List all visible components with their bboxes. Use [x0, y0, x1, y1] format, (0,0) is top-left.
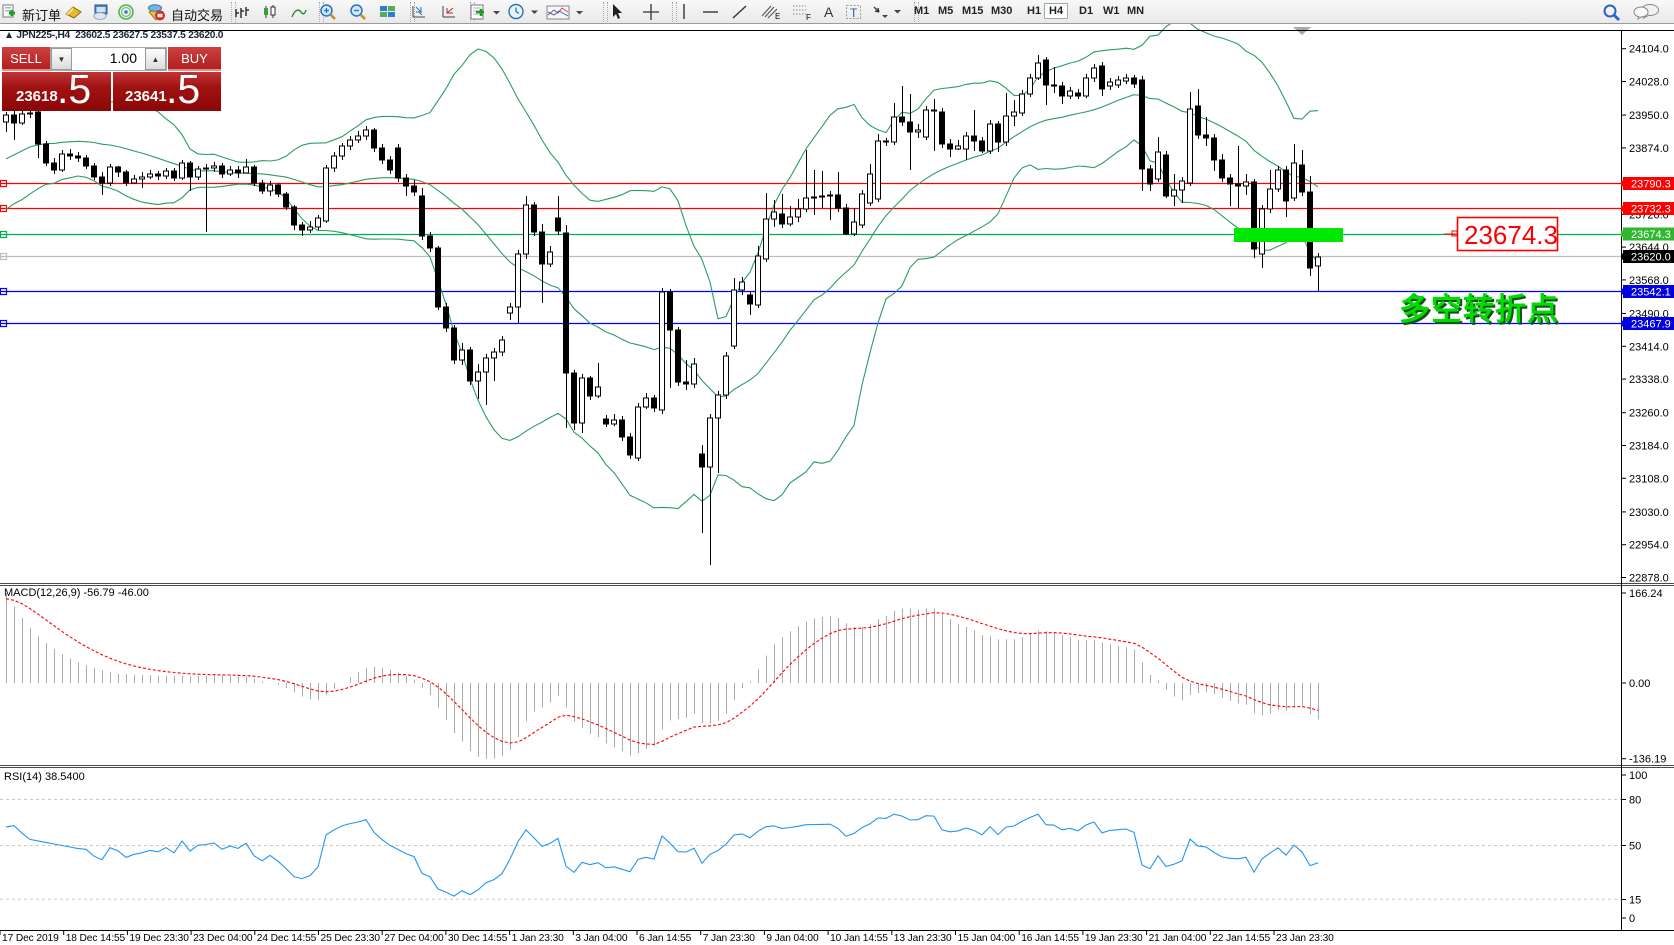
svg-text:多空转折点: 多空转折点 — [1401, 294, 1561, 329]
svg-text:23184.0: 23184.0 — [1629, 441, 1669, 453]
svg-text:23 Dec 04:00: 23 Dec 04:00 — [193, 933, 253, 944]
svg-text:27 Dec 04:00: 27 Dec 04:00 — [384, 933, 444, 944]
svg-text:21 Jan 04:00: 21 Jan 04:00 — [1149, 933, 1207, 944]
svg-text:-136.19: -136.19 — [1629, 754, 1666, 766]
svg-text:13 Jan 23:30: 13 Jan 23:30 — [894, 933, 952, 944]
svg-text:多空转折点: 多空转折点 — [1399, 292, 1559, 327]
svg-text:0: 0 — [1629, 913, 1635, 925]
svg-text:0.00: 0.00 — [1629, 678, 1650, 690]
svg-text:A: A — [824, 4, 834, 20]
svg-text:3 Jan 04:00: 3 Jan 04:00 — [575, 933, 628, 944]
svg-text:17 Dec 2019: 17 Dec 2019 — [2, 933, 59, 944]
svg-text:23674.3: 23674.3 — [1631, 229, 1671, 241]
svg-text:RSI(14) 38.5400: RSI(14) 38.5400 — [4, 771, 85, 783]
svg-text:23674.3: 23674.3 — [1464, 220, 1558, 250]
svg-text:T: T — [850, 6, 858, 20]
svg-text:15: 15 — [1629, 895, 1641, 907]
svg-text:24104.0: 24104.0 — [1629, 44, 1669, 56]
svg-text:1 Jan 23:30: 1 Jan 23:30 — [512, 933, 565, 944]
svg-text:19 Jan 23:30: 19 Jan 23:30 — [1085, 933, 1143, 944]
svg-text:7 Jan 23:30: 7 Jan 23:30 — [703, 933, 756, 944]
svg-text:23950.0: 23950.0 — [1629, 110, 1669, 122]
svg-text:23467.9: 23467.9 — [1631, 319, 1671, 331]
svg-text:15 Jan 04:00: 15 Jan 04:00 — [958, 933, 1016, 944]
svg-text:22878.0: 22878.0 — [1629, 573, 1669, 585]
svg-text:23414.0: 23414.0 — [1629, 341, 1669, 353]
svg-text:23790.3: 23790.3 — [1631, 179, 1671, 191]
svg-text:E: E — [775, 12, 780, 21]
svg-text:30 Dec 14:55: 30 Dec 14:55 — [448, 933, 508, 944]
svg-text:23108.0: 23108.0 — [1629, 473, 1669, 485]
svg-text:9 Jan 04:00: 9 Jan 04:00 — [766, 933, 819, 944]
svg-text:23542.1: 23542.1 — [1631, 287, 1671, 299]
svg-text:22954.0: 22954.0 — [1629, 540, 1669, 552]
svg-text:22 Jan 14:55: 22 Jan 14:55 — [1212, 933, 1270, 944]
svg-text:23620.0: 23620.0 — [1631, 252, 1671, 264]
svg-text:80: 80 — [1629, 795, 1641, 807]
svg-text:23030.0: 23030.0 — [1629, 507, 1669, 519]
svg-text:18 Dec 14:55: 18 Dec 14:55 — [66, 933, 126, 944]
svg-text:23568.0: 23568.0 — [1629, 275, 1669, 287]
svg-text:6 Jan 14:55: 6 Jan 14:55 — [639, 933, 692, 944]
svg-text:23732.3: 23732.3 — [1631, 204, 1671, 216]
svg-text:F: F — [806, 13, 811, 21]
svg-text:23 Jan 23:30: 23 Jan 23:30 — [1276, 933, 1334, 944]
svg-text:16 Jan 14:55: 16 Jan 14:55 — [1021, 933, 1079, 944]
svg-text:23260.0: 23260.0 — [1629, 408, 1669, 420]
svg-text:19 Dec 23:30: 19 Dec 23:30 — [129, 933, 189, 944]
svg-text:100: 100 — [1629, 770, 1647, 782]
svg-text:25 Dec 23:30: 25 Dec 23:30 — [321, 933, 381, 944]
svg-text:23338.0: 23338.0 — [1629, 374, 1669, 386]
svg-text:MACD(12,26,9) -56.79 -46.00: MACD(12,26,9) -56.79 -46.00 — [4, 587, 149, 599]
svg-text:166.24: 166.24 — [1629, 588, 1663, 600]
svg-text:23874.0: 23874.0 — [1629, 143, 1669, 155]
svg-text:24 Dec 14:55: 24 Dec 14:55 — [257, 933, 317, 944]
svg-text:10 Jan 14:55: 10 Jan 14:55 — [830, 933, 888, 944]
svg-text:24028.0: 24028.0 — [1629, 77, 1669, 89]
svg-text:50: 50 — [1629, 841, 1641, 853]
